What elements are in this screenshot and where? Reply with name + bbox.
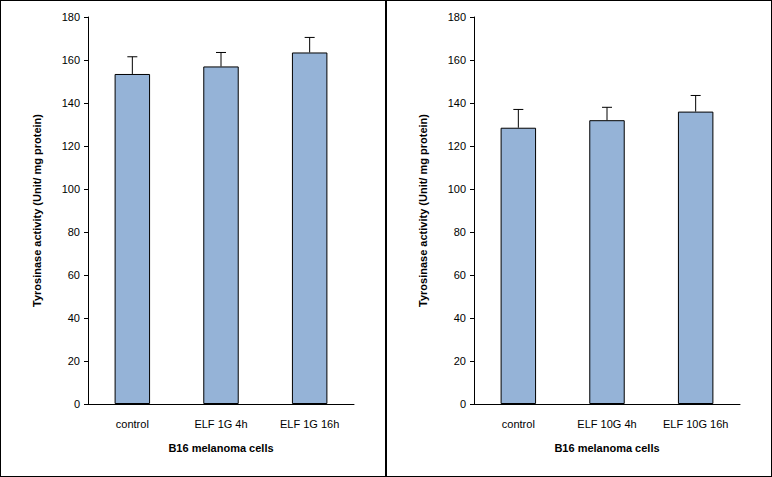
svg-text:Tyrosinase activity (Unit/ mg: Tyrosinase activity (Unit/ mg protein) (417, 114, 429, 307)
svg-text:0: 0 (74, 398, 80, 410)
svg-text:80: 80 (454, 226, 466, 238)
svg-text:100: 100 (62, 183, 80, 195)
svg-text:control: control (502, 418, 535, 430)
svg-text:180: 180 (62, 11, 80, 23)
svg-text:Tyrosinase activity (Unit/ mg: Tyrosinase activity (Unit/ mg protein) (31, 114, 43, 307)
svg-text:ELF 10G 16h: ELF 10G 16h (663, 418, 728, 430)
svg-text:160: 160 (448, 54, 466, 66)
svg-text:140: 140 (448, 97, 466, 109)
svg-text:100: 100 (448, 183, 466, 195)
svg-text:ELF 10G 4h: ELF 10G 4h (577, 418, 636, 430)
svg-text:140: 140 (62, 97, 80, 109)
svg-text:80: 80 (68, 226, 80, 238)
svg-text:B16 melanoma cells: B16 melanoma cells (554, 442, 659, 454)
svg-text:180: 180 (448, 11, 466, 23)
svg-text:40: 40 (68, 312, 80, 324)
svg-text:control: control (116, 418, 149, 430)
svg-text:ELF 1G 16h: ELF 1G 16h (280, 418, 339, 430)
svg-text:B16 melanoma cells: B16 melanoma cells (168, 442, 273, 454)
svg-text:ELF 1G 4h: ELF 1G 4h (194, 418, 247, 430)
svg-text:40: 40 (454, 312, 466, 324)
svg-text:60: 60 (454, 269, 466, 281)
svg-text:0: 0 (460, 398, 466, 410)
svg-text:120: 120 (448, 140, 466, 152)
svg-text:20: 20 (68, 355, 80, 367)
svg-text:20: 20 (454, 355, 466, 367)
svg-text:120: 120 (62, 140, 80, 152)
svg-text:60: 60 (68, 269, 80, 281)
svg-text:160: 160 (62, 54, 80, 66)
